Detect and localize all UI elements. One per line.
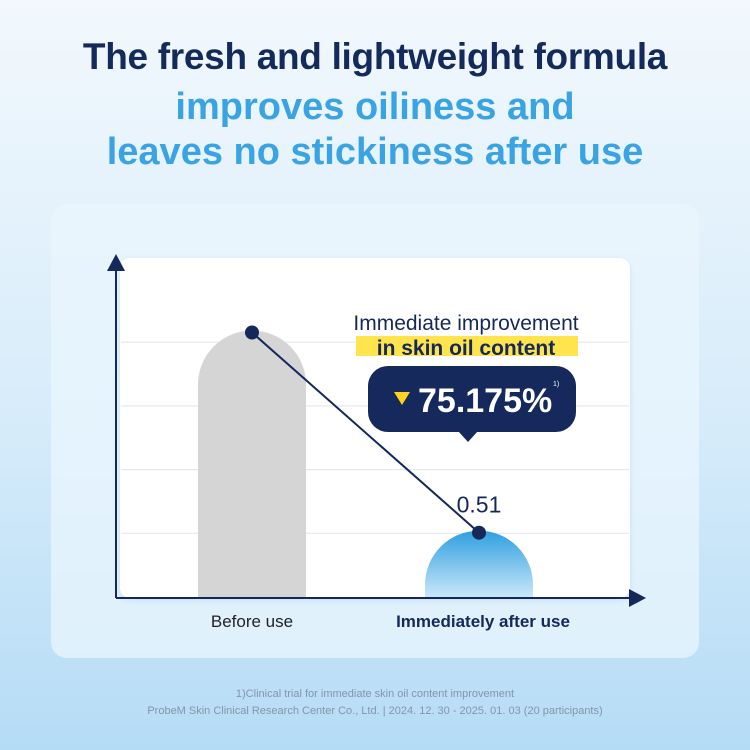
down-arrow-icon [394, 392, 410, 405]
callout-footnote-mark: 1) [553, 381, 559, 388]
title-highlight-bar [356, 336, 578, 356]
headline-line-3: leaves no stickiness after use [106, 131, 644, 173]
callout-value: 75.175% [418, 382, 552, 420]
reduction-callout: 75.175% 1) [368, 366, 576, 442]
headline-line-2: improves oiliness and [175, 86, 575, 128]
data-point-before [245, 325, 259, 340]
trend-line [251, 331, 480, 534]
x-axis-arrow-icon [629, 589, 646, 607]
chart-title: Immediate improvement [353, 312, 578, 335]
bars [198, 330, 533, 597]
footnote-line-1: 1)Clinical trial for immediate skin oil … [235, 688, 515, 700]
headline-line-1: The fresh and lightweight formula [82, 36, 668, 77]
category-label-before: Before use [211, 612, 293, 631]
chart-title-highlight: in skin oil content [377, 337, 556, 360]
bar-immediately-after-use [425, 530, 533, 597]
footnote-line-2: ProbeM Skin Clinical Research Center Co.… [147, 705, 603, 717]
value-label-after: 0.51 [457, 492, 502, 518]
bar-before-use [198, 330, 306, 597]
y-axis-arrow-icon [107, 254, 125, 271]
data-point-after [472, 525, 486, 540]
category-label-after: Immediately after use [396, 612, 570, 631]
